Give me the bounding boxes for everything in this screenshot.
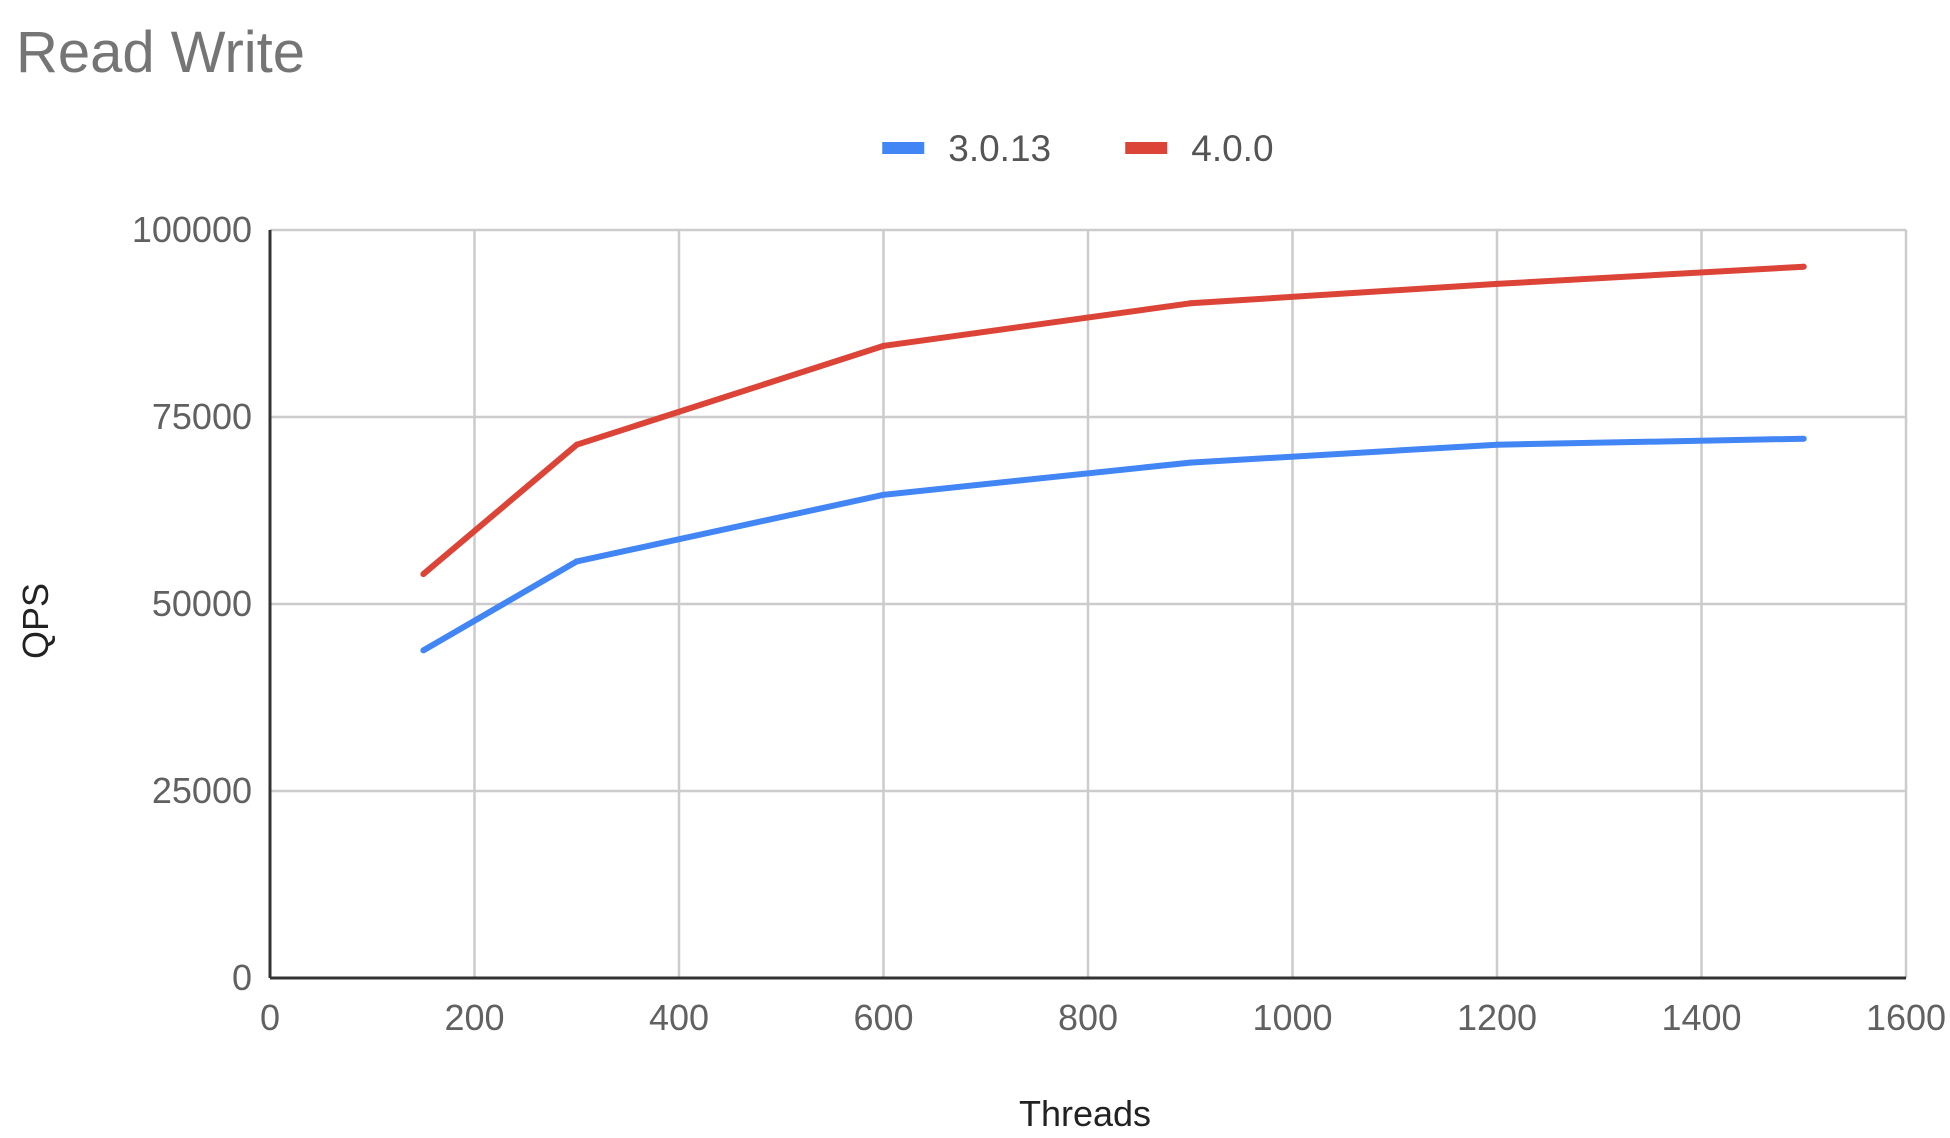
y-tick-label: 50000 (152, 583, 252, 624)
data-point (1494, 441, 1500, 448)
legend-swatch (1125, 142, 1168, 154)
data-point (420, 647, 427, 654)
legend-swatch (882, 142, 925, 154)
gridlines (268, 228, 1908, 980)
legend-label: 4.0.0 (1191, 128, 1273, 169)
x-tick-label: 0 (260, 997, 280, 1038)
data-point (1187, 459, 1194, 466)
data-point (1800, 435, 1807, 442)
y-tick-label: 100000 (132, 209, 252, 250)
x-tick-label: 600 (853, 997, 913, 1038)
legend-item-4.0.0: 4.0.0 (1125, 128, 1274, 169)
x-axis-title: Threads (1019, 1093, 1151, 1134)
series-lines (420, 263, 1807, 654)
x-tick-label: 800 (1058, 997, 1118, 1038)
y-tick-label: 25000 (152, 770, 252, 811)
x-tick-label: 200 (444, 997, 504, 1038)
data-point (880, 342, 887, 349)
legend-item-3.0.13: 3.0.13 (882, 128, 1051, 169)
chart-title: Read Write (16, 20, 305, 85)
series-line-3.0.13 (421, 435, 1804, 653)
x-axis-ticks: 0 200 400 600 800 1000 1200 1400 1600 (260, 997, 1946, 1038)
x-tick-label: 400 (649, 997, 709, 1038)
series-line-4.0.0 (421, 263, 1804, 577)
x-tick-label: 1200 (1457, 997, 1537, 1038)
y-tick-label: 75000 (152, 396, 252, 437)
legend: 3.0.13 4.0.0 (882, 128, 1274, 169)
x-tick-label: 1000 (1252, 997, 1332, 1038)
data-point (573, 558, 580, 565)
legend-label: 3.0.13 (948, 128, 1051, 169)
data-point (1800, 263, 1807, 270)
data-point (1187, 300, 1194, 307)
y-axis-title: QPS (15, 583, 56, 659)
y-axis-ticks: 0 25000 50000 75000 100000 (132, 209, 252, 998)
x-tick-label: 1400 (1661, 997, 1741, 1038)
x-tick-label: 1600 (1866, 997, 1946, 1038)
data-point (880, 491, 887, 498)
data-point (573, 441, 580, 448)
data-point (1494, 280, 1500, 287)
y-tick-label: 0 (232, 957, 252, 998)
data-point (420, 571, 427, 578)
